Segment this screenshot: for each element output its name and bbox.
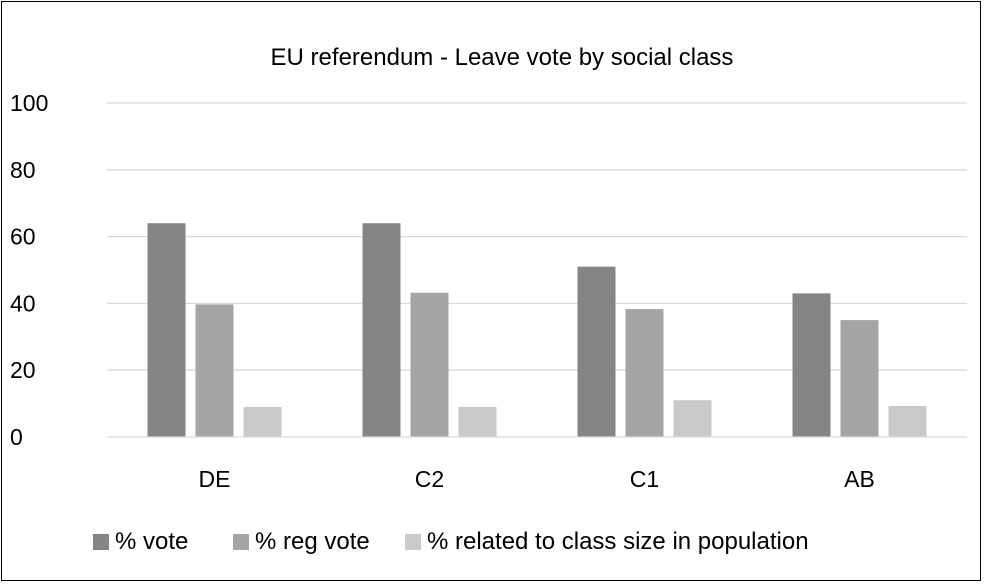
x-tick-label: DE (199, 466, 231, 492)
y-tick-label: 80 (10, 157, 36, 183)
x-axis-ticks: DE C2 C1 AB (199, 466, 875, 492)
x-tick-label: C2 (415, 466, 444, 492)
legend: % vote % reg vote % related to class size … (93, 528, 809, 555)
bar-c1-series-2 (625, 309, 664, 437)
bar-ab-series-1 (792, 293, 831, 437)
legend-label: % reg vote (255, 528, 370, 555)
gridlines (107, 102, 967, 371)
legend-label: % related to class size in population (427, 528, 809, 555)
bar-ab-series-2 (840, 320, 879, 437)
bar-c2-series-1 (362, 223, 401, 437)
bar-de-series-1 (147, 223, 186, 437)
legend-swatch (405, 534, 421, 550)
x-tick-label: C1 (630, 466, 659, 492)
bar-c1-series-1 (577, 266, 616, 437)
y-tick-label: 0 (10, 424, 23, 450)
legend-label: % vote (115, 528, 188, 555)
y-tick-label: 20 (10, 357, 36, 383)
bar-ab-series-3 (888, 405, 927, 437)
bar-c2-series-2 (410, 292, 449, 437)
bars (147, 223, 927, 437)
y-tick-label: 100 (10, 90, 48, 116)
legend-swatch (93, 534, 109, 550)
y-axis-ticks: 0 20 40 60 80 100 (10, 90, 48, 450)
bar-c1-series-3 (673, 400, 712, 437)
bar-de-series-3 (243, 406, 282, 437)
chart-title: EU referendum - Leave vote by social cla… (271, 44, 734, 71)
y-tick-label: 60 (10, 224, 36, 250)
y-tick-label: 40 (10, 290, 36, 316)
x-tick-label: AB (844, 466, 875, 492)
bar-de-series-2 (195, 304, 234, 437)
bar-c2-series-3 (458, 406, 497, 437)
legend-swatch (233, 534, 249, 550)
